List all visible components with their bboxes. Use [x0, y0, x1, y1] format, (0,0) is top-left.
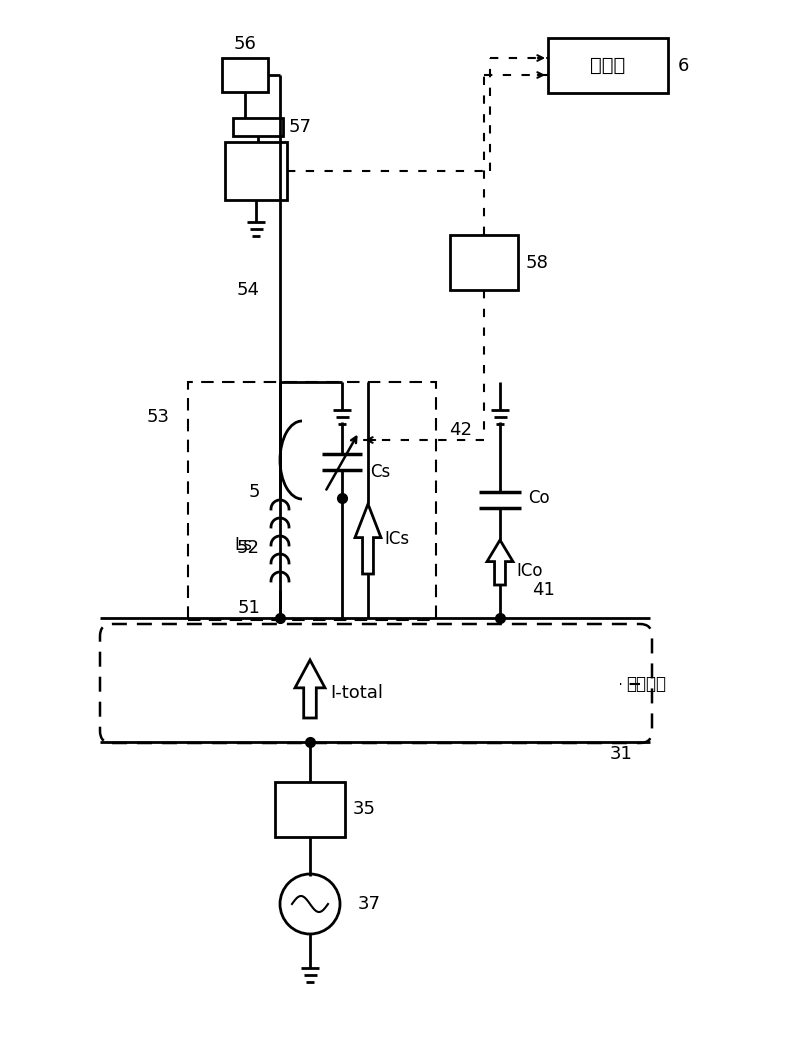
Text: I-total: I-total [330, 684, 383, 702]
Text: Ls: Ls [234, 536, 252, 554]
Text: ICo: ICo [516, 561, 542, 580]
Text: 52: 52 [237, 539, 260, 557]
Bar [225, 142, 287, 199]
Text: 6: 6 [678, 56, 689, 75]
Text: 31: 31 [610, 745, 633, 763]
Text: Co: Co [528, 489, 550, 507]
Polygon shape [295, 660, 325, 718]
Text: 51: 51 [237, 600, 260, 617]
Text: 41: 41 [532, 581, 555, 600]
Text: 5: 5 [249, 483, 260, 501]
Text: 控制部: 控制部 [590, 56, 626, 75]
Text: 56: 56 [234, 35, 257, 53]
Bar [548, 38, 668, 94]
Bar [222, 58, 268, 92]
Text: ICs: ICs [384, 530, 409, 548]
Text: 37: 37 [358, 895, 381, 913]
Text: 58: 58 [526, 254, 549, 271]
Text: 53: 53 [147, 408, 170, 426]
Bar [233, 118, 283, 136]
Text: 等離子体: 等離子体 [626, 674, 666, 693]
Text: 35: 35 [353, 800, 376, 819]
Text: Cs: Cs [370, 463, 390, 481]
FancyBboxPatch shape [100, 624, 652, 743]
Text: 57: 57 [289, 118, 312, 136]
Bar [450, 235, 518, 290]
Text: 42: 42 [449, 421, 472, 439]
Text: 54: 54 [237, 281, 260, 299]
Bar [188, 382, 436, 620]
Polygon shape [355, 504, 381, 574]
Bar [275, 782, 345, 837]
Polygon shape [487, 540, 513, 585]
